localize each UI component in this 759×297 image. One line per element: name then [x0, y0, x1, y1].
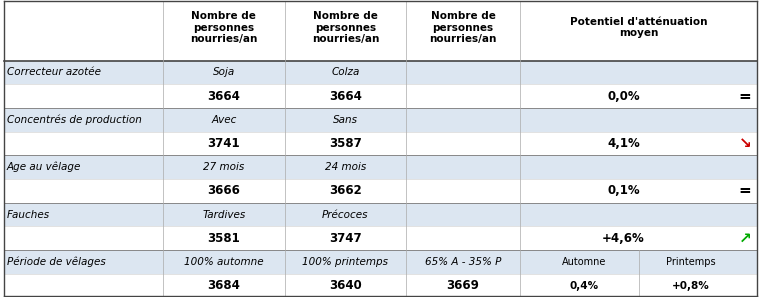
Text: +4,6%: +4,6% — [602, 232, 645, 245]
Text: 0,0%: 0,0% — [607, 90, 640, 103]
Bar — [4, 155, 757, 179]
Text: 0,4%: 0,4% — [569, 281, 599, 291]
Text: 3666: 3666 — [207, 184, 241, 198]
Text: Automne: Automne — [562, 257, 606, 267]
Text: 24 mois: 24 mois — [325, 162, 366, 172]
Text: 3662: 3662 — [329, 184, 362, 198]
Text: 65% A - 35% P: 65% A - 35% P — [425, 257, 501, 267]
Text: 4,1%: 4,1% — [607, 137, 640, 150]
Text: Nombre de
personnes
nourries/an: Nombre de personnes nourries/an — [312, 11, 379, 44]
Text: Tardives: Tardives — [203, 210, 245, 220]
Text: 3587: 3587 — [329, 137, 362, 150]
Text: ↗: ↗ — [739, 231, 751, 246]
Text: Nombre de
personnes
nourries/an: Nombre de personnes nourries/an — [191, 11, 257, 44]
Text: ↘: ↘ — [739, 136, 751, 151]
Text: Potentiel d'atténuation
moyen: Potentiel d'atténuation moyen — [570, 17, 707, 38]
Text: Printemps: Printemps — [666, 257, 716, 267]
Text: Correcteur azotée: Correcteur azotée — [7, 67, 101, 78]
Text: =: = — [739, 89, 751, 104]
Text: Age au vêlage: Age au vêlage — [7, 162, 81, 173]
Text: 3741: 3741 — [208, 137, 240, 150]
Bar — [4, 274, 757, 297]
Bar — [4, 1, 757, 61]
Bar — [4, 179, 757, 203]
Text: Nombre de
personnes
nourries/an: Nombre de personnes nourries/an — [430, 11, 496, 44]
Text: Fauches: Fauches — [7, 210, 50, 220]
Bar — [4, 61, 757, 84]
Text: 100% automne: 100% automne — [184, 257, 263, 267]
Text: 3640: 3640 — [329, 279, 362, 292]
Text: 27 mois: 27 mois — [203, 162, 244, 172]
Bar — [4, 250, 757, 274]
Bar — [4, 203, 757, 227]
Text: Période de vêlages: Période de vêlages — [7, 257, 106, 267]
Bar — [4, 132, 757, 155]
Text: Précoces: Précoces — [322, 210, 369, 220]
Text: 3581: 3581 — [207, 232, 241, 245]
Text: 3664: 3664 — [329, 90, 362, 103]
Text: =: = — [739, 184, 751, 198]
Text: Soja: Soja — [213, 67, 235, 78]
Text: 3747: 3747 — [329, 232, 361, 245]
Bar — [4, 108, 757, 132]
Text: +0,8%: +0,8% — [672, 281, 710, 291]
Text: 100% printemps: 100% printemps — [302, 257, 389, 267]
Text: Concentrés de production: Concentrés de production — [7, 115, 142, 125]
Text: 0,1%: 0,1% — [607, 184, 640, 198]
Text: Sans: Sans — [333, 115, 357, 125]
Text: 3669: 3669 — [446, 279, 480, 292]
Text: 3664: 3664 — [207, 90, 241, 103]
Text: Avec: Avec — [211, 115, 237, 125]
Bar — [4, 227, 757, 250]
Bar — [4, 84, 757, 108]
Text: Colza: Colza — [331, 67, 360, 78]
Text: 3684: 3684 — [207, 279, 241, 292]
